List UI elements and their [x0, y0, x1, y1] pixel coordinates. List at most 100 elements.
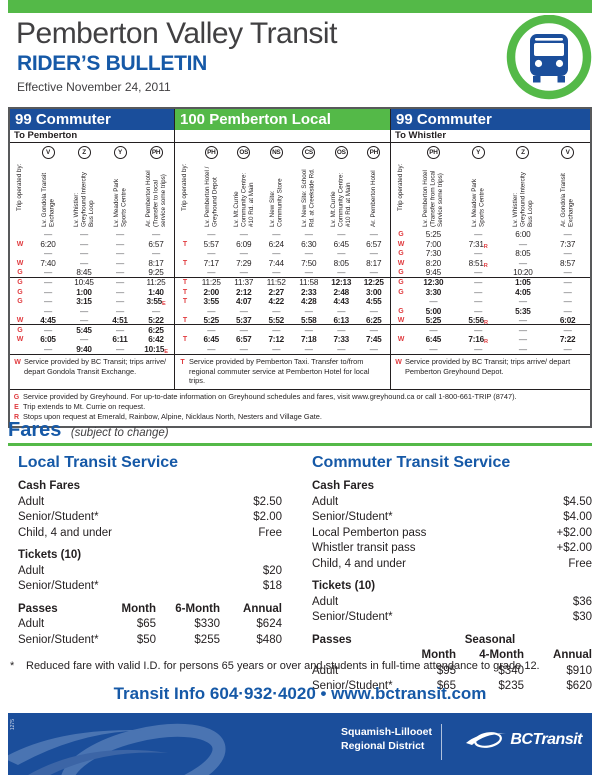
time-cell: 7:00: [411, 240, 456, 249]
departure-time: 12:13: [331, 278, 352, 287]
no-service-dash: —: [429, 344, 438, 354]
fare-row: Adult $20: [18, 564, 282, 580]
time-cell: —: [102, 345, 138, 354]
time-cell: —: [411, 345, 456, 354]
time-cell: 11:52: [260, 278, 293, 287]
time-cell: 9:45: [411, 268, 456, 277]
departure-time: 6:45: [203, 335, 220, 345]
time-cell: 6:45: [195, 335, 228, 344]
time-cell: 4:45: [30, 316, 66, 325]
stop-label: Lv. Mt.Currie Community Centre: #10 Rd. …: [232, 172, 255, 227]
time-cell: —: [195, 268, 228, 277]
operator-cell: G: [17, 326, 23, 334]
fare-row: Child, 4 and under Free: [18, 526, 282, 542]
departure-time: 6:13: [333, 315, 350, 325]
no-service-dash: —: [116, 258, 124, 268]
departure-time: 3:30: [425, 287, 442, 297]
departure-time: 7:33: [333, 335, 350, 345]
departure-time: 8:20: [425, 258, 441, 268]
operator-cell: G: [398, 307, 404, 315]
no-service-dash: —: [563, 344, 572, 354]
no-service-dash: —: [337, 325, 346, 335]
no-service-dash: —: [337, 267, 346, 277]
time-cell: —: [260, 230, 293, 239]
schedule-row: — — — —: [10, 230, 174, 240]
time-cell: —: [358, 268, 391, 277]
departure-time: 5:25: [425, 230, 441, 240]
no-service-dash: —: [80, 239, 88, 249]
departure-time: 6:45: [333, 239, 349, 249]
operator-cell: G: [398, 231, 404, 239]
time-cell: 6:02: [545, 316, 590, 325]
time-cell: 5:45: [66, 326, 102, 335]
time-cell: —: [102, 278, 138, 287]
fare-row: Senior/Student* $18: [18, 579, 282, 595]
stop-code-badge: Z: [516, 146, 530, 159]
departure-time: 8:17: [148, 258, 164, 268]
time-cell: 6:42: [138, 335, 174, 344]
no-service-dash: —: [474, 267, 483, 277]
no-service-dash: —: [239, 306, 248, 316]
schedule-row: T 6:45 6:57 7:12 7:18 7:33 7:45: [175, 335, 390, 345]
time-cell: —: [411, 297, 456, 306]
fare-value: $2.50: [253, 495, 282, 508]
time-cell: 8:20: [411, 259, 456, 268]
stop-code-badge: PH: [204, 146, 218, 159]
departure-time: 7:50: [301, 258, 317, 268]
no-service-dash: —: [518, 315, 527, 325]
time-cell: 9:40: [66, 345, 102, 354]
no-service-dash: —: [563, 325, 572, 335]
time-cell: 2:48: [325, 288, 358, 297]
schedule-row: — — — —: [10, 249, 174, 259]
stop-label: Lv. New Site: Community Store: [268, 178, 284, 227]
time-cell: 8:17: [358, 259, 391, 268]
stop-label: Lv. Pemberton Hotel / Greyhound Depot: [203, 166, 219, 227]
time-cell: 8:05: [501, 249, 546, 258]
time-cell: 4:43: [325, 297, 358, 306]
footnote-marker: R: [483, 243, 488, 250]
departure-time: 6:11: [112, 335, 128, 345]
no-service-dash: —: [44, 297, 52, 307]
fare-value: $36: [572, 595, 592, 608]
fare-value: $340: [498, 664, 524, 677]
schedule-note: G Service provided by Greyhound. For up-t…: [10, 392, 590, 402]
fare-value: $2.00: [253, 511, 282, 523]
time-cell: —: [456, 345, 501, 354]
time-cell: 7:30: [411, 249, 456, 258]
no-service-dash: —: [44, 306, 52, 316]
time-cell: —: [501, 259, 546, 268]
stop-column-header: V Lv. Gondola Transit Exchange: [30, 143, 66, 230]
no-service-dash: —: [337, 344, 346, 354]
fare-value: +$2.00: [556, 542, 593, 554]
no-service-dash: —: [563, 267, 572, 277]
time-cell: —: [456, 326, 501, 335]
departure-time: 5:57: [203, 239, 219, 249]
time-cell: —: [325, 326, 358, 335]
passes-grid: Passes Month 6-Month Annual Adult $65 $330 $624…: [18, 602, 282, 649]
schedule-row: — — — — — —: [175, 249, 390, 259]
schedule-row: — — — — — —: [175, 325, 390, 335]
time-cell: —: [456, 297, 501, 306]
no-service-dash: —: [207, 249, 216, 259]
time-cell: 11:37: [228, 278, 261, 287]
operator-cell: W: [16, 240, 24, 248]
time-cell: 5:35: [501, 307, 546, 316]
district-line2: Regional District: [340, 739, 425, 752]
no-service-dash: —: [337, 230, 346, 240]
fare-group-header: Cash Fares: [18, 480, 81, 492]
footnote-text: Stops upon request at Emerald, Rainbow, …: [23, 412, 322, 422]
departure-time: 2:12: [235, 287, 252, 297]
stop-label: Ar. Pemberton Hotel: [370, 170, 378, 227]
time-cell: 7:16R: [456, 335, 501, 345]
time-cell: —: [545, 288, 590, 297]
operator-cell: T: [182, 288, 188, 296]
departure-time: 5:37: [235, 315, 252, 325]
time-cell: —: [260, 249, 293, 258]
time-cell: 5:37: [228, 316, 261, 325]
no-service-dash: —: [152, 249, 160, 259]
time-cell: 8:51R: [456, 259, 501, 269]
stop-column-header: PH Ar. Pemberton Hotel (Transfer to local…: [138, 143, 174, 230]
route-header: 99 Commuter: [10, 109, 174, 130]
schedule-row: — 9:40 — 10:15E: [10, 345, 174, 355]
